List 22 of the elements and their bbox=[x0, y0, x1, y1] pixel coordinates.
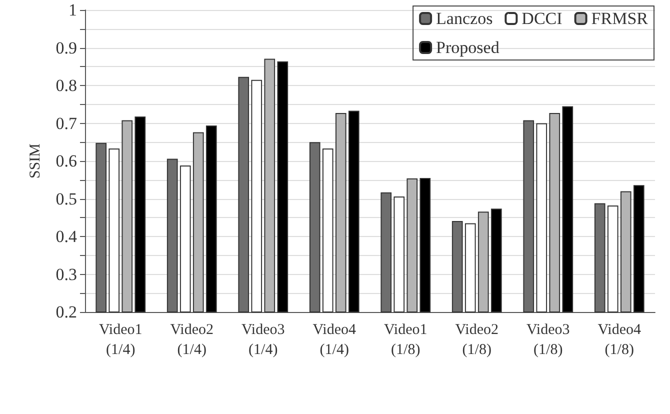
legend-label: Proposed bbox=[436, 38, 500, 57]
y-tick-label: 0.4 bbox=[56, 227, 78, 246]
x-tick-label: Video4 (1/4) bbox=[312, 322, 356, 358]
x-tick-label: Video4 (1/8) bbox=[598, 322, 642, 358]
y-tick-label: 0.8 bbox=[56, 76, 77, 95]
x-tick-label: Video2 (1/8) bbox=[455, 322, 499, 358]
y-tick-label: 1 bbox=[68, 0, 77, 20]
y-tick-label: 0.5 bbox=[56, 189, 77, 208]
y-tick-label: 0.6 bbox=[56, 152, 77, 170]
y-tick-label: 0.9 bbox=[56, 38, 77, 58]
y-tick-label: 0.3 bbox=[56, 264, 77, 284]
x-tick-label: Video3 (1/4) bbox=[241, 322, 285, 358]
y-tick-label: 0.7 bbox=[56, 114, 78, 133]
x-tick-label: Video1 (1/8) bbox=[384, 322, 428, 358]
y-axis-title: SSIM bbox=[28, 143, 44, 179]
x-tick-label: Video1 (1/4) bbox=[98, 322, 142, 358]
y-tick-label: 0.2 bbox=[56, 302, 77, 322]
legend-label: FRMSR bbox=[591, 9, 649, 28]
x-tick-label: Video3 (1/8) bbox=[526, 322, 570, 358]
x-tick-label: Video2 (1/4) bbox=[170, 322, 214, 358]
legend-label: DCCI bbox=[522, 9, 563, 28]
legend-label: Lanczos bbox=[436, 9, 493, 28]
